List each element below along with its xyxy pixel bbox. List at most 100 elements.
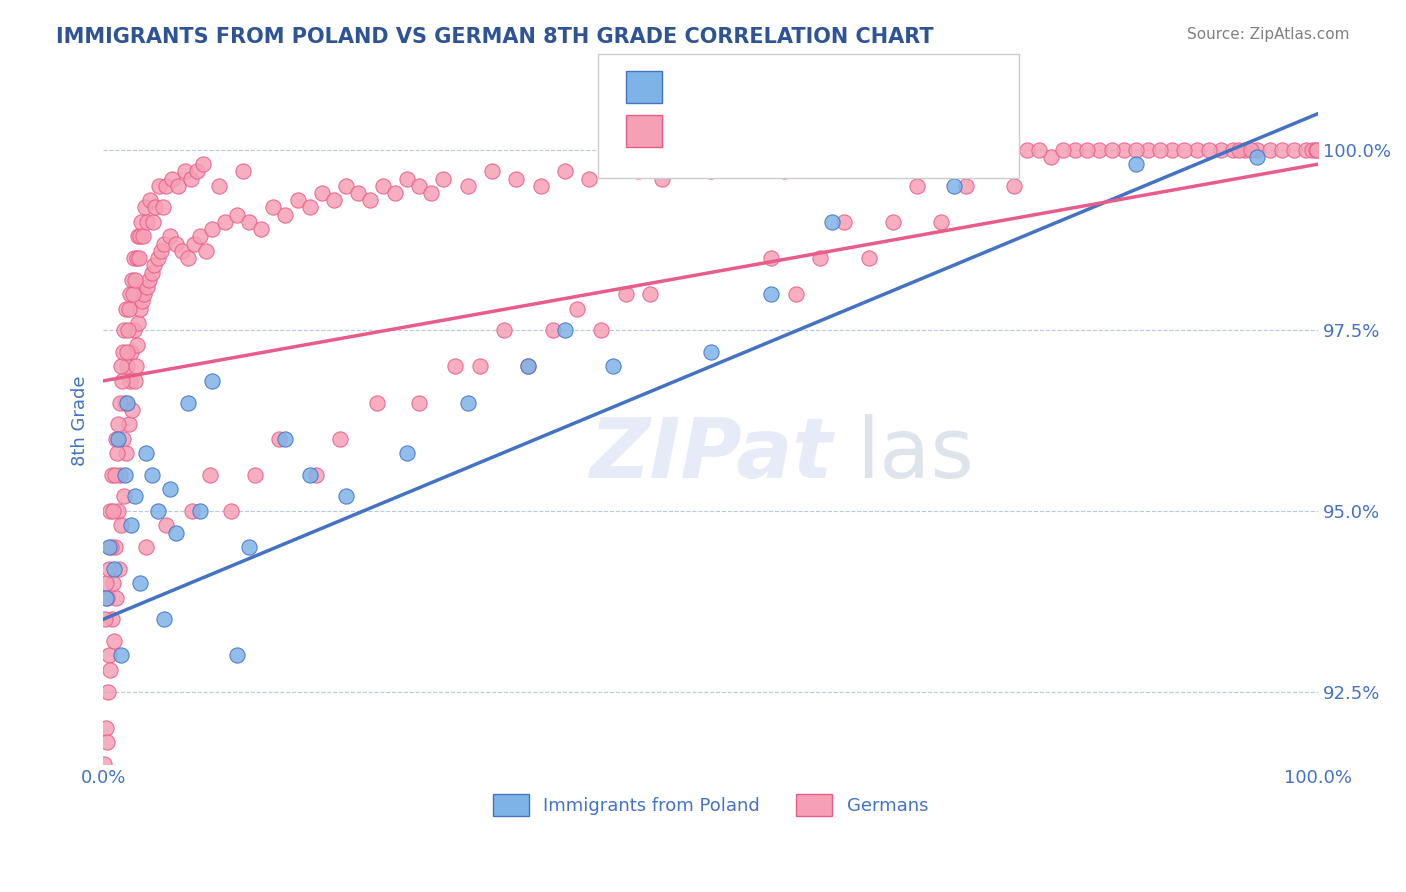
Point bbox=[128, 251, 150, 265]
Point bbox=[821, 157, 844, 171]
Point bbox=[145, 201, 167, 215]
Point bbox=[131, 294, 153, 309]
Point bbox=[183, 236, 205, 251]
Point bbox=[614, 287, 637, 301]
Point bbox=[107, 432, 129, 446]
Point bbox=[135, 540, 157, 554]
Point bbox=[931, 215, 953, 229]
Point bbox=[1306, 143, 1329, 157]
Point bbox=[243, 467, 266, 482]
Point bbox=[772, 164, 794, 178]
Point bbox=[591, 323, 613, 337]
Point bbox=[127, 316, 149, 330]
Point bbox=[152, 201, 174, 215]
Point bbox=[159, 229, 181, 244]
Point bbox=[114, 301, 136, 316]
Point bbox=[96, 576, 118, 591]
Point bbox=[1052, 143, 1074, 157]
Point bbox=[761, 251, 783, 265]
Point bbox=[104, 467, 127, 482]
Point bbox=[105, 591, 128, 605]
Point bbox=[1295, 143, 1317, 157]
Point bbox=[201, 222, 224, 236]
Point bbox=[108, 562, 131, 576]
Y-axis label: 8th Grade: 8th Grade bbox=[72, 376, 89, 466]
Point bbox=[1240, 143, 1263, 157]
Point bbox=[1258, 143, 1281, 157]
Point bbox=[214, 215, 236, 229]
Point bbox=[180, 171, 202, 186]
Point bbox=[120, 287, 142, 301]
Point bbox=[225, 208, 247, 222]
Point bbox=[955, 178, 977, 193]
Point bbox=[191, 157, 214, 171]
Text: R = 0.391   N =  35: R = 0.391 N = 35 bbox=[633, 78, 835, 95]
Point bbox=[1112, 143, 1135, 157]
Point bbox=[942, 150, 965, 164]
Point bbox=[1149, 143, 1171, 157]
Point bbox=[195, 244, 218, 258]
Point bbox=[122, 287, 145, 301]
Point bbox=[188, 229, 211, 244]
Point bbox=[124, 273, 146, 287]
Point bbox=[1227, 143, 1250, 157]
Point bbox=[979, 143, 1001, 157]
Point bbox=[505, 171, 527, 186]
Point bbox=[117, 359, 139, 374]
Point bbox=[1282, 143, 1305, 157]
Point bbox=[699, 164, 721, 178]
Point bbox=[105, 446, 128, 460]
Point bbox=[1222, 143, 1244, 157]
Point bbox=[274, 432, 297, 446]
Point bbox=[135, 280, 157, 294]
Point bbox=[94, 721, 117, 735]
Point bbox=[101, 576, 124, 591]
Text: las: las bbox=[856, 415, 974, 495]
Point bbox=[110, 359, 132, 374]
Point bbox=[97, 684, 120, 698]
Point bbox=[117, 417, 139, 432]
Point bbox=[1088, 143, 1111, 157]
Point bbox=[177, 251, 200, 265]
Point bbox=[845, 143, 868, 157]
Point bbox=[335, 490, 357, 504]
Point bbox=[134, 287, 156, 301]
Point bbox=[602, 359, 624, 374]
Point bbox=[408, 395, 430, 409]
Point bbox=[395, 446, 418, 460]
Point bbox=[125, 359, 148, 374]
Point bbox=[808, 251, 831, 265]
Point bbox=[114, 395, 136, 409]
Point bbox=[918, 143, 941, 157]
Point bbox=[118, 374, 141, 388]
Point bbox=[942, 178, 965, 193]
Point bbox=[114, 467, 136, 482]
Point bbox=[103, 562, 125, 576]
Point bbox=[232, 164, 254, 178]
Point bbox=[128, 301, 150, 316]
Point bbox=[112, 345, 135, 359]
Point bbox=[143, 258, 166, 272]
Point bbox=[541, 323, 564, 337]
Point bbox=[159, 483, 181, 497]
Point bbox=[135, 446, 157, 460]
Point bbox=[100, 612, 122, 626]
Point bbox=[371, 178, 394, 193]
Point bbox=[198, 467, 221, 482]
Point bbox=[146, 504, 169, 518]
Point bbox=[150, 244, 173, 258]
Point bbox=[141, 467, 163, 482]
Point bbox=[107, 417, 129, 432]
Point bbox=[124, 374, 146, 388]
Point bbox=[797, 150, 820, 164]
Point bbox=[124, 490, 146, 504]
Point bbox=[269, 432, 291, 446]
Point bbox=[121, 273, 143, 287]
Point bbox=[115, 345, 138, 359]
Point bbox=[165, 236, 187, 251]
Point bbox=[894, 157, 917, 171]
Text: IMMIGRANTS FROM POLAND VS GERMAN 8TH GRADE CORRELATION CHART: IMMIGRANTS FROM POLAND VS GERMAN 8TH GRA… bbox=[56, 27, 934, 46]
Point bbox=[468, 359, 491, 374]
Point bbox=[131, 215, 153, 229]
Point bbox=[335, 178, 357, 193]
